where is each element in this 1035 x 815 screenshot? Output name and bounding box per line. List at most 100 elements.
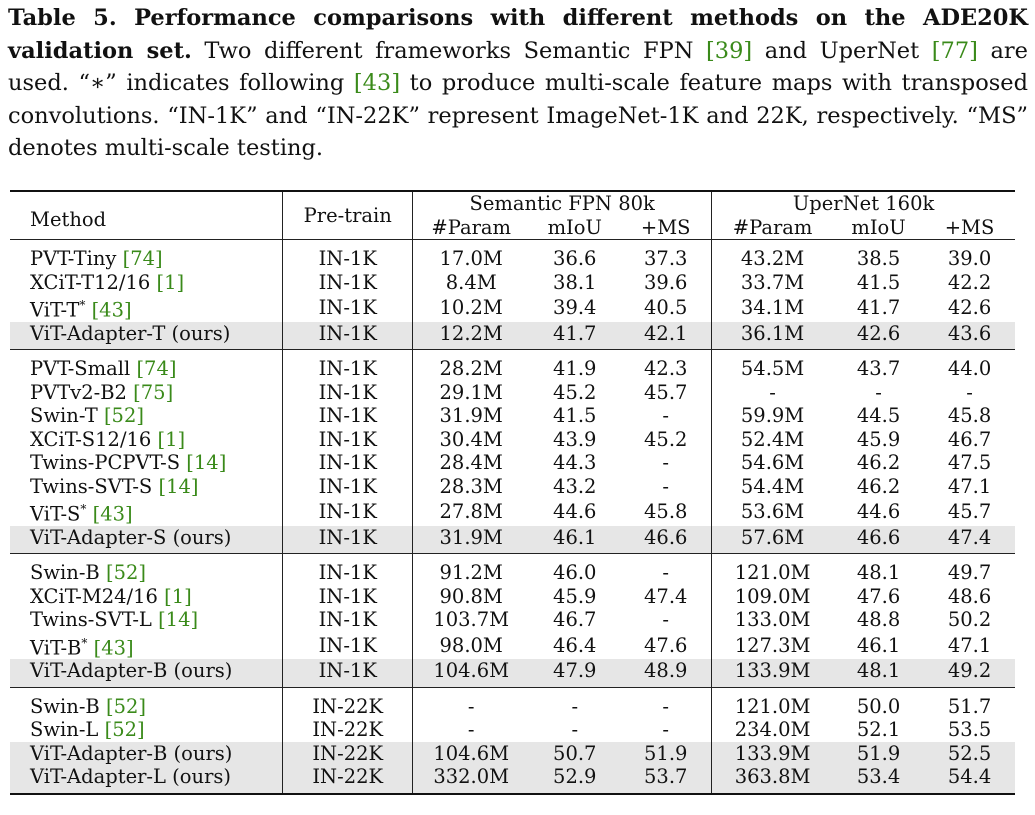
upernet-ms-cell: 45.8 — [947, 404, 992, 428]
citation-link[interactable]: [43] — [91, 298, 132, 322]
fpn-param-cell: 31.9M — [412, 525, 530, 554]
pretrain-cell: IN-1K — [282, 239, 414, 271]
citation-link[interactable]: [14] — [158, 474, 199, 498]
pretrain-cell: IN-1K — [282, 321, 414, 350]
upernet-miou-cell: 50.0 — [833, 686, 925, 718]
upernet-miou-cell: 46.6 — [833, 525, 925, 554]
asterisk-marker: * — [79, 298, 86, 312]
citation-link[interactable]: [52] — [105, 561, 146, 585]
upernet-param-cell: 52.4M — [740, 427, 805, 451]
citation-link[interactable]: [52] — [104, 718, 145, 742]
method-cell: Twins-SVT-L [14] — [10, 608, 284, 632]
method-name: XCiT-S12/16 — [30, 427, 158, 451]
fpn-ms-cell: 40.5 — [620, 294, 713, 322]
method-name: Twins-SVT-S — [30, 474, 159, 498]
fpn-miou-cell: 50.7 — [529, 741, 621, 765]
table-row: XCiT-S12/16 [1] IN-1K 30.4M 43.9 45.2 52.4M 45… — [10, 427, 1015, 451]
upernet-ms-cell: 46.7 — [947, 427, 992, 451]
citation-link[interactable]: [77] — [931, 37, 978, 64]
table-row: ViT-Adapter-B (ours) IN-1K 104.6M 47.9 48.9 1… — [10, 659, 1015, 687]
citation-link[interactable]: [43] — [92, 502, 133, 526]
fpn-ms-cell: - — [620, 474, 713, 498]
citation-link[interactable]: [39] — [706, 37, 753, 64]
method-cell: ViT-Adapter-B (ours) — [10, 659, 284, 687]
citation-link[interactable]: [74] — [122, 247, 163, 271]
method-cell: ViT-Adapter-B (ours) — [10, 741, 284, 765]
upernet-ms-cell: 42.6 — [947, 296, 992, 320]
method-name: Twins-PCPVT-S — [30, 451, 187, 475]
asterisk-marker: * — [81, 635, 88, 650]
method-name: ViT-Adapter-S (ours) — [30, 525, 232, 549]
fpn-param-cell: 29.1M — [439, 380, 503, 404]
fpn-ms-cell: 48.9 — [620, 659, 713, 687]
fpn-ms-cell: - — [620, 553, 713, 585]
upernet-miou-cell: 43.7 — [833, 349, 925, 381]
fpn-param-cell: 90.8M — [439, 584, 503, 608]
upernet-param-cell: 33.7M — [740, 270, 805, 294]
upernet-param-cell: 36.1M — [711, 321, 834, 350]
citation-link[interactable]: [1] — [164, 584, 192, 608]
upernet-miou-cell: 46.1 — [856, 633, 901, 657]
fpn-miou-cell: 38.1 — [553, 270, 597, 294]
fpn-ms-cell: - — [620, 608, 713, 632]
fpn-ms-cell: 45.2 — [620, 427, 713, 451]
method-cell: ViT-S* [43] — [10, 498, 284, 526]
fpn-param-cell: 28.4M — [439, 451, 503, 475]
fpn-param-cell: 104.6M — [412, 659, 530, 687]
citation-link[interactable]: [75] — [133, 380, 174, 404]
method-cell: PVTv2-B2 [75] — [10, 380, 284, 404]
header-fpn-ms: +MS — [620, 215, 713, 240]
citation-link[interactable]: [43] — [93, 636, 134, 659]
upernet-ms-cell: 43.6 — [924, 321, 1015, 350]
pretrain-cell: IN-1K — [282, 525, 414, 554]
method-name: Twins-SVT-L — [30, 608, 159, 632]
citation-link[interactable]: [52] — [103, 404, 144, 428]
header-upernet: UperNet 160k — [792, 192, 935, 216]
method-cell: Swin-B [52] — [10, 686, 284, 718]
fpn-ms-cell: 47.4 — [620, 584, 713, 608]
header-upernet-miou: mIoU — [851, 215, 906, 239]
pretrain-cell: IN-22K — [282, 718, 414, 742]
header-row-2: #Param mIoU +MS #Param mIoU +MS — [10, 215, 1015, 240]
fpn-miou-cell: 47.9 — [529, 659, 621, 687]
upernet-param-cell: 127.3M — [734, 633, 811, 657]
citation-link[interactable]: [43] — [353, 70, 401, 96]
fpn-ms-cell: 51.9 — [620, 741, 713, 765]
citation-link[interactable]: [14] — [158, 608, 199, 632]
method-name: Swin-T — [30, 404, 104, 428]
upernet-ms-cell: 48.6 — [947, 584, 992, 608]
fpn-ms-cell: 47.6 — [620, 631, 713, 659]
upernet-miou-cell: 45.9 — [856, 427, 901, 451]
method-name: ViT-Adapter-T (ours) — [30, 321, 231, 345]
citation-link[interactable]: [14] — [186, 451, 227, 475]
fpn-param-cell: - — [412, 686, 530, 718]
method-name: PVTv2-B2 — [30, 380, 134, 404]
table-row: ViT-Adapter-T (ours) IN-1K 12.2M 41.7 42.1 36… — [10, 321, 1015, 350]
fpn-miou-cell: 45.2 — [553, 380, 597, 404]
upernet-ms-cell: 47.1 — [947, 474, 992, 498]
fpn-param-cell: 28.3M — [439, 474, 503, 498]
pretrain-cell: IN-1K — [282, 608, 414, 632]
method-cell: Twins-SVT-S [14] — [10, 474, 284, 498]
fpn-ms-cell: 42.1 — [620, 321, 713, 350]
upernet-param-cell: - — [769, 380, 776, 404]
fpn-miou-cell: 46.1 — [529, 525, 621, 554]
method-cell: PVT-Small [74] — [10, 349, 284, 381]
fpn-ms-cell: - — [620, 686, 713, 718]
citation-link[interactable]: [1] — [157, 427, 186, 451]
table-row: XCiT-M24/16 [1] IN-1K 90.8M 45.9 47.4 109.0M 4… — [10, 584, 1015, 608]
upernet-miou-cell: 46.2 — [856, 474, 901, 498]
header-row-1: Method Pre-train Semantic FPN 80k UperNe… — [10, 191, 1015, 240]
upernet-param-cell: 43.2M — [711, 239, 834, 271]
method-cell: ViT-Adapter-L (ours) — [10, 765, 284, 795]
upernet-param-cell: 363.8M — [711, 765, 834, 795]
method-name: Swin-B — [30, 561, 106, 585]
method-cell: Swin-B [52] — [10, 553, 284, 585]
citation-link[interactable]: [74] — [136, 357, 177, 381]
citation-link[interactable]: [1] — [156, 270, 185, 294]
method-name: ViT-S — [30, 502, 81, 526]
citation-link[interactable]: [52] — [105, 694, 146, 718]
fpn-ms-cell: 46.6 — [620, 525, 713, 554]
fpn-param-cell: - — [467, 718, 475, 742]
table-row: Swin-L [52] IN-22K - - -234.0M 52.1 53.5 — [10, 718, 1015, 742]
